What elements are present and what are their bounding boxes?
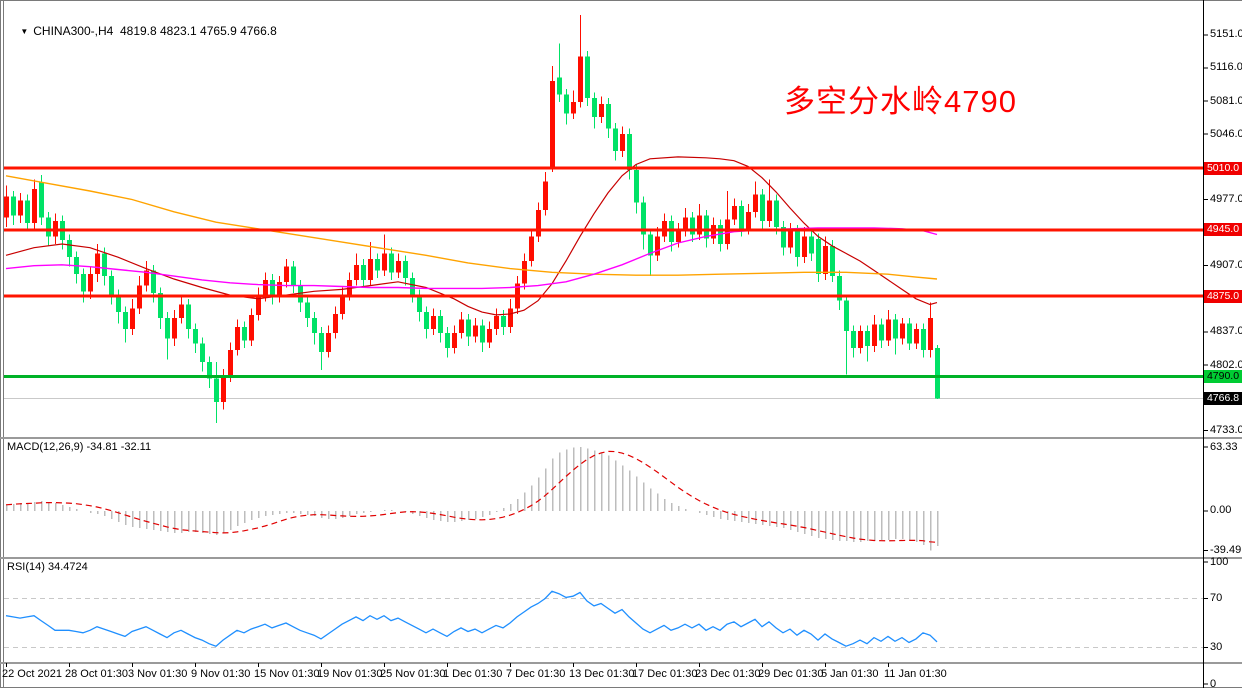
- time-axis-label: 9 Nov 01:30: [191, 668, 251, 680]
- time-axis-label: 23 Dec 01:30: [695, 668, 761, 680]
- watershed-annotation-text: 多空分水岭4790: [784, 84, 1017, 119]
- price-badge-5010.0: 5010.0: [1204, 161, 1242, 175]
- time-axis-label: 22 Oct 2021: [2, 668, 62, 680]
- macd-axis-label: 0.00: [1210, 504, 1232, 517]
- macd-axis-label: -39.49: [1210, 543, 1242, 556]
- time-axis-label: 15 Nov 01:30: [254, 668, 320, 680]
- window-top-border: [0, 0, 1242, 1]
- price-badge-4790.0: 4790.0: [1204, 369, 1242, 383]
- chart-left-border: [3, 0, 4, 688]
- time-axis-label: 7 Dec 01:30: [506, 668, 566, 680]
- time-axis-label: 29 Dec 01:30: [758, 668, 824, 680]
- time-axis-label: 1 Dec 01:30: [443, 668, 503, 680]
- time-axis-label: 19 Nov 01:30: [317, 668, 383, 680]
- price-tick-label: 4733.0: [1210, 423, 1242, 436]
- price-axis[interactable]: [1204, 0, 1242, 662]
- time-axis-label: 11 Jan 01:30: [884, 668, 947, 680]
- time-axis[interactable]: [0, 664, 1203, 688]
- price-badge-4945.0: 4945.0: [1204, 223, 1242, 237]
- price-tick-label: 4977.0: [1210, 192, 1242, 205]
- time-axis-label: 13 Dec 01:30: [569, 668, 635, 680]
- price-tick-label: 4802.0: [1210, 358, 1242, 371]
- separator-rsi-timeaxis: [0, 662, 1242, 664]
- price-badge-4875.0: 4875.0: [1204, 289, 1242, 303]
- macd-panel[interactable]: [4, 440, 1203, 556]
- separator-macd-rsi[interactable]: [0, 557, 1242, 559]
- rsi-axis-label: 100: [1210, 555, 1229, 568]
- price-tick-label: 5046.0: [1210, 127, 1242, 140]
- time-axis-label: 28 Oct 01:30: [65, 668, 128, 680]
- time-axis-label: 25 Nov 01:30: [380, 668, 446, 680]
- time-axis-label: 3 Nov 01:30: [128, 668, 188, 680]
- rsi-panel[interactable]: [4, 560, 1203, 662]
- chart-header: ▼ CHINA300-,H4 4819.8 4823.1 4765.9 4766.…: [7, 10, 277, 52]
- symbol-period-label: CHINA300-,H4: [33, 24, 114, 38]
- rsi-axis-label: 70: [1210, 592, 1223, 605]
- macd-axis-label: 63.33: [1210, 440, 1238, 453]
- price-tick-label: 4837.0: [1210, 325, 1242, 338]
- ohlc-quote-values: 4819.8 4823.1 4765.9 4766.8: [119, 24, 277, 38]
- separator-main-macd[interactable]: [0, 437, 1242, 439]
- rsi-axis-label: 0: [1210, 677, 1217, 688]
- main-chart-panel[interactable]: [4, 14, 1203, 437]
- price-tick-label: 4907.0: [1210, 259, 1242, 272]
- price-badge-4766.8: 4766.8: [1204, 391, 1242, 405]
- time-axis-label: 5 Jan 01:30: [821, 668, 879, 680]
- price-tick-label: 5151.0: [1210, 28, 1242, 41]
- rsi-title-label: RSI(14) 34.4724: [7, 561, 88, 573]
- price-tick-label: 5081.0: [1210, 94, 1242, 107]
- rsi-axis-label: 30: [1210, 640, 1223, 653]
- time-axis-label: 17 Dec 01:30: [632, 668, 698, 680]
- price-tick-label: 5116.0: [1210, 61, 1242, 74]
- window-left-border: [0, 0, 1, 688]
- quote-dropdown-icon[interactable]: ▼: [20, 27, 29, 36]
- macd-title-label: MACD(12,26,9) -34.81 -32.11: [7, 441, 152, 453]
